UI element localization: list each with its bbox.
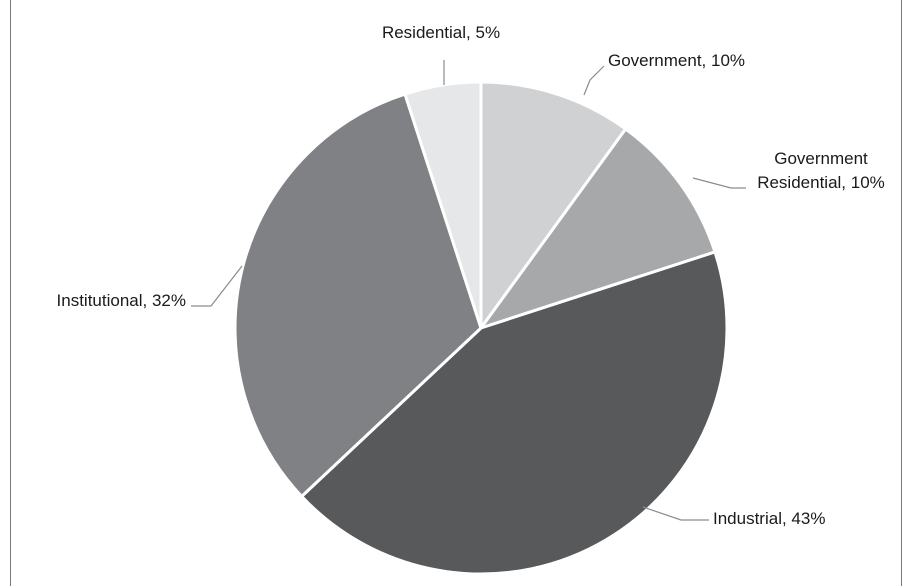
pie-slice-institutional	[233, 92, 483, 499]
data-label-line: Government, 10%	[608, 51, 745, 70]
data-label-line: Institutional, 32%	[57, 291, 186, 310]
data-label-government: Government, 10%	[608, 51, 745, 70]
data-label-institutional: Institutional, 32%	[57, 291, 186, 310]
data-label-line: Industrial, 43%	[713, 509, 825, 528]
leader-line	[692, 177, 746, 189]
data-label-residential: Residential, 5%	[382, 23, 500, 42]
pie-slices	[233, 80, 729, 576]
data-label-government-residential: Government Residential, 10%	[757, 149, 885, 192]
data-label-line: Government	[774, 149, 868, 168]
data-label-industrial: Industrial, 43%	[713, 509, 825, 528]
data-label-line: Residential, 5%	[382, 23, 500, 42]
leader-lines	[191, 60, 746, 521]
pie-slice-industrial	[299, 250, 729, 576]
leader-line	[191, 265, 243, 307]
pie-slice-government-residential	[477, 126, 717, 331]
leader-line	[583, 65, 605, 96]
pie-chart: Government, 10% Government Residential, 10…	[57, 23, 885, 576]
leader-line	[642, 506, 709, 521]
data-labels: Government, 10% Government Residential, 10…	[57, 23, 885, 528]
pie-slice-government	[479, 80, 628, 333]
pie-slice-residential	[403, 80, 483, 329]
data-label-line: Residential, 10%	[757, 173, 885, 192]
chart-frame: Government, 10% Government Residential, 10…	[10, 0, 902, 586]
